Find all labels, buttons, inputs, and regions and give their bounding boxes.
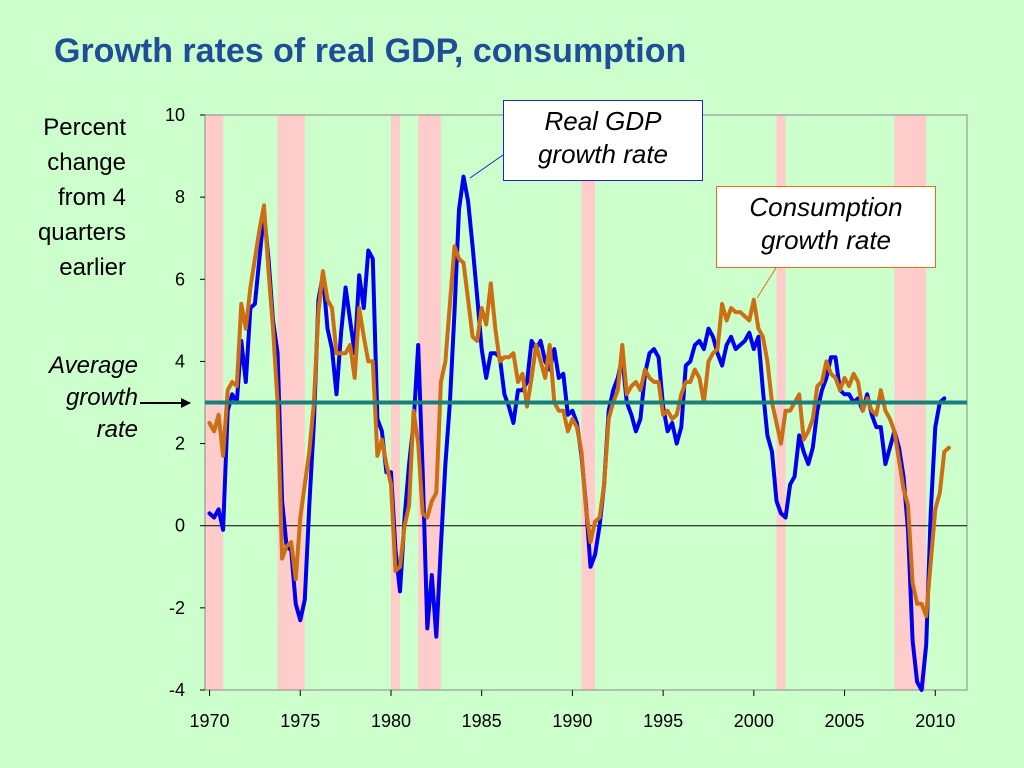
gdp-callout-line: growth rate — [537, 139, 669, 169]
y-tick-label: -4 — [169, 680, 185, 700]
x-tick-label: 1980 — [371, 711, 411, 731]
y-tick-label: -2 — [169, 598, 185, 618]
x-tick-label: 2010 — [915, 711, 955, 731]
y-tick-label: 4 — [175, 351, 185, 371]
y-tick-label: 0 — [175, 516, 185, 536]
average-label-line: Average — [49, 352, 138, 379]
average-label-line: growth — [65, 384, 138, 411]
gdp-callout: Real GDP growth rate — [503, 100, 703, 181]
y-axis-label-line: change — [47, 149, 126, 176]
axis-ticks-group: -4 -2 0 2 4 6 8 10 1970 1975 1980 1985 1990 1995 2000 2… — [165, 105, 955, 731]
y-tick-label: 8 — [175, 187, 185, 207]
gdp-callout-line: Real GDP — [544, 106, 662, 136]
y-axis-label-line: earlier — [59, 254, 126, 281]
y-axis-label-line: Percent — [43, 114, 126, 141]
x-tick-label: 2005 — [825, 711, 865, 731]
consumption-callout-line: growth rate — [760, 225, 892, 255]
y-tick-label: 10 — [165, 105, 185, 125]
x-tick-label: 1990 — [552, 711, 592, 731]
consumption-growth-line — [207, 203, 951, 619]
x-tick-label: 1985 — [462, 711, 502, 731]
x-tick-label: 1995 — [643, 711, 683, 731]
x-tick-label: 1970 — [190, 711, 230, 731]
average-growth-label: Average growth rate — [8, 350, 138, 446]
series-group — [207, 174, 951, 692]
y-axis-label: Percent change from 4 quarters earlier — [0, 110, 126, 285]
average-label-line: rate — [96, 416, 138, 443]
consumption-callout-line: Consumption — [749, 192, 903, 222]
y-tick-label: 6 — [175, 269, 185, 289]
x-tick-label: 1975 — [280, 711, 320, 731]
gdp-callout-pointer — [469, 154, 504, 179]
consumption-callout: Consumption growth rate — [716, 186, 936, 268]
y-tick-label: 2 — [175, 434, 185, 454]
page-title: Growth rates of real GDP, consumption — [54, 32, 687, 70]
y-axis-label-line: from 4 — [57, 184, 126, 211]
consumption-callout-pointer — [756, 267, 777, 299]
x-tick-label: 2000 — [734, 711, 774, 731]
y-axis-label-line: quarters — [37, 219, 126, 246]
